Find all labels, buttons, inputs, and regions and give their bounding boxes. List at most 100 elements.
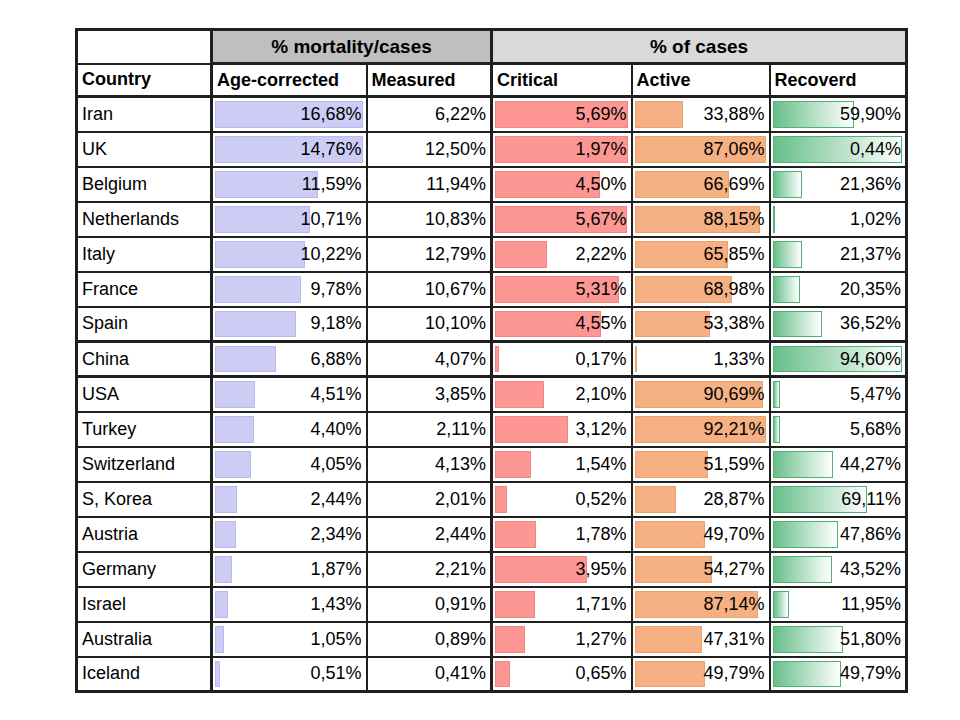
cell-measured: 10,67% (367, 272, 492, 307)
table-row: Austria2,34%2,44%1,78%49,70%47,86% (77, 517, 907, 552)
active-data-bar (635, 661, 706, 688)
cell-value: 2,44% (310, 483, 361, 516)
cell-value: 9,78% (310, 273, 361, 306)
cell-value: 16,68% (300, 98, 361, 131)
cell-measured: 10,83% (367, 202, 492, 237)
cell-recovered: 5,47% (770, 377, 907, 412)
cell-country: Spain (77, 307, 212, 342)
cell-recovered: 21,37% (770, 237, 907, 272)
age-corrected-data-bar (215, 521, 236, 548)
critical-data-bar (495, 521, 536, 548)
recovered-data-bar (773, 381, 781, 408)
group-header-cases: % of cases (492, 30, 907, 64)
cell-active: 51,59% (632, 447, 770, 482)
cell-value: 4,50% (575, 168, 626, 201)
cell-value: 44,27% (840, 448, 901, 481)
cell-critical: 0,17% (492, 342, 632, 377)
cell-value: 0,41% (435, 658, 486, 691)
cell-value: 0,17% (575, 343, 626, 375)
recovered-data-bar (773, 416, 781, 443)
cell-critical: 4,50% (492, 167, 632, 202)
cell-active: 92,21% (632, 412, 770, 447)
cell-recovered: 94,60% (770, 342, 907, 377)
cell-country: Australia (77, 622, 212, 657)
cell-country: UK (77, 132, 212, 167)
cell-value: 53,38% (703, 308, 764, 341)
critical-data-bar (495, 661, 510, 688)
cell-critical: 3,12% (492, 412, 632, 447)
cell-measured: 3,85% (367, 377, 492, 412)
cell-value: 2,22% (575, 238, 626, 271)
cell-critical: 5,31% (492, 272, 632, 307)
cell-value: 90,69% (703, 378, 764, 411)
cell-value: 47,31% (703, 623, 764, 656)
cell-critical: 1,71% (492, 587, 632, 622)
cell-value: 21,37% (840, 238, 901, 271)
cell-value: 10,83% (425, 203, 486, 236)
cell-active: 53,38% (632, 307, 770, 342)
cell-value: 1,54% (575, 448, 626, 481)
cell-value: 69,11% (841, 483, 901, 516)
cell-critical: 0,65% (492, 657, 632, 692)
cell-active: 87,14% (632, 587, 770, 622)
age-corrected-data-bar (215, 381, 255, 408)
active-data-bar (635, 101, 683, 128)
cell-value: 11,95% (841, 588, 901, 621)
cell-value: 1,43% (310, 588, 361, 621)
cell-value: 65,85% (703, 238, 764, 271)
table-row: Switzerland4,05%4,13%1,54%51,59%44,27% (77, 447, 907, 482)
cell-recovered: 1,02% (770, 202, 907, 237)
cell-measured: 2,01% (367, 482, 492, 517)
table-row: Spain9,18%10,10%4,55%53,38%36,52% (77, 307, 907, 342)
cell-value: 6,88% (310, 343, 361, 375)
active-data-bar (635, 451, 708, 478)
table-row: USA4,51%3,85%2,10%90,69%5,47% (77, 377, 907, 412)
cell-age-corrected: 16,68% (212, 97, 367, 132)
cell-country: USA (77, 377, 212, 412)
table-row: Iceland0,51%0,41%0,65%49,79%49,79% (77, 657, 907, 692)
cell-country: Iceland (77, 657, 212, 692)
cell-measured: 6,22% (367, 97, 492, 132)
recovered-data-bar (773, 591, 789, 618)
cell-country: Netherlands (77, 202, 212, 237)
cell-value: 5,31% (575, 273, 626, 306)
cell-age-corrected: 0,51% (212, 657, 367, 692)
covid-stats-table: % mortality/cases % of cases Country Age… (75, 28, 908, 693)
cell-value: 1,02% (850, 203, 901, 236)
cell-value: 4,05% (310, 448, 361, 481)
cell-active: 90,69% (632, 377, 770, 412)
cell-age-corrected: 11,59% (212, 167, 367, 202)
cell-value: 5,69% (575, 98, 626, 131)
cell-measured: 0,89% (367, 622, 492, 657)
cell-value: 2,21% (435, 553, 486, 586)
table-row: Germany1,87%2,21%3,95%54,27%43,52% (77, 552, 907, 587)
table-row: Iran16,68%6,22%5,69%33,88%59,90% (77, 97, 907, 132)
cell-value: 0,89% (435, 623, 486, 656)
cell-measured: 12,50% (367, 132, 492, 167)
column-header-critical: Critical (492, 64, 632, 97)
recovered-data-bar (773, 311, 823, 338)
cell-measured: 12,79% (367, 237, 492, 272)
cell-value: 9,18% (310, 308, 361, 341)
cell-critical: 0,52% (492, 482, 632, 517)
cell-value: 5,47% (850, 378, 901, 411)
age-corrected-data-bar (215, 276, 301, 303)
column-header-age-corrected: Age-corrected (212, 64, 367, 97)
recovered-data-bar (773, 241, 802, 268)
cell-active: 54,27% (632, 552, 770, 587)
slide-background: % mortality/cases % of cases Country Age… (0, 0, 960, 720)
cell-critical: 3,95% (492, 552, 632, 587)
table-row: Australia1,05%0,89%1,27%47,31%51,80% (77, 622, 907, 657)
cell-active: 49,79% (632, 657, 770, 692)
cell-value: 2,11% (436, 413, 486, 446)
cell-active: 49,70% (632, 517, 770, 552)
critical-data-bar (495, 626, 525, 653)
table-row: UK14,76%12,50%1,97%87,06%0,44% (77, 132, 907, 167)
age-corrected-data-bar (215, 346, 276, 372)
active-data-bar (635, 521, 706, 548)
cell-value: 68,98% (703, 273, 764, 306)
cell-value: 28,87% (703, 483, 764, 516)
table-row: Turkey4,40%2,11%3,12%92,21%5,68% (77, 412, 907, 447)
cell-age-corrected: 2,34% (212, 517, 367, 552)
cell-value: 3,12% (575, 413, 626, 446)
